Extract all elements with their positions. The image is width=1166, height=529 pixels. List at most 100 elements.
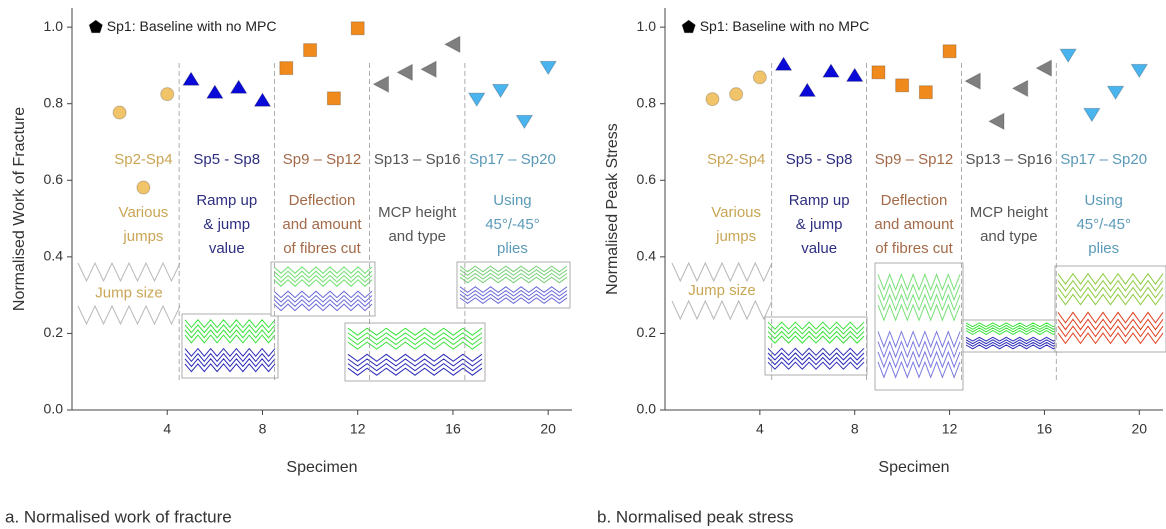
inset-line bbox=[459, 269, 568, 276]
inset-line bbox=[184, 352, 276, 363]
y-axis-label: Normalised Peak Stress bbox=[604, 123, 621, 295]
group-description: Ramp up bbox=[789, 192, 850, 209]
inset-line bbox=[1057, 318, 1164, 331]
inset-line bbox=[767, 321, 865, 330]
y-axis-label: Normalised Work of Fracture bbox=[11, 107, 28, 311]
inset-line bbox=[184, 334, 276, 344]
y-tick-label: 0.4 bbox=[44, 248, 64, 264]
caption: a. Normalised work of fracture bbox=[5, 507, 232, 526]
group-description: Using bbox=[493, 192, 531, 209]
inset-line bbox=[877, 340, 961, 359]
inset-line bbox=[767, 326, 865, 335]
group-description: and type bbox=[388, 228, 446, 245]
x-tick-label: 16 bbox=[1037, 421, 1053, 437]
x-tick-label: 8 bbox=[851, 421, 859, 437]
inset-label: Jump size bbox=[688, 282, 756, 299]
group-description: Various bbox=[711, 204, 761, 221]
inset-line bbox=[767, 330, 865, 340]
inset-line bbox=[1057, 279, 1164, 292]
group-description: MCP height bbox=[378, 204, 457, 221]
inset-line bbox=[965, 324, 1061, 330]
marker bbox=[279, 61, 294, 76]
inset-frame bbox=[874, 262, 964, 391]
inset-line bbox=[965, 339, 1061, 345]
inset-line bbox=[965, 322, 1061, 328]
inset-frame bbox=[1054, 265, 1166, 353]
inset-line bbox=[459, 289, 568, 297]
y-tick-label: 1.0 bbox=[637, 18, 657, 34]
group-description: value bbox=[801, 240, 837, 257]
x-tick-label: 16 bbox=[445, 421, 461, 437]
marker bbox=[491, 83, 510, 99]
inset-line bbox=[1057, 332, 1164, 345]
inset-line bbox=[767, 356, 865, 366]
legend-label: Sp1: Baseline with no MPC bbox=[700, 18, 870, 34]
x-tick-label: 4 bbox=[756, 421, 764, 437]
y-tick-label: 1.0 bbox=[44, 18, 64, 34]
inset-line bbox=[965, 336, 1061, 342]
x-tick-label: 20 bbox=[1131, 421, 1147, 437]
marker bbox=[350, 21, 365, 36]
marker bbox=[705, 92, 720, 107]
inset-line bbox=[767, 361, 865, 370]
y-tick-label: 0.8 bbox=[637, 94, 657, 110]
inset-line bbox=[1057, 272, 1164, 285]
inset-line bbox=[184, 324, 276, 334]
group-description: MCP height bbox=[970, 204, 1049, 221]
group-description: Deflection bbox=[881, 192, 948, 209]
inset-line bbox=[877, 350, 961, 369]
group-label: Sp2-Sp4 bbox=[707, 151, 765, 168]
marker bbox=[326, 91, 341, 106]
group-description: Deflection bbox=[289, 192, 356, 209]
group-description: value bbox=[209, 240, 245, 257]
group-description: Various bbox=[119, 204, 169, 221]
inset-line bbox=[273, 270, 373, 279]
marker bbox=[729, 87, 744, 102]
group-label: Sp13 – Sp16 bbox=[374, 151, 461, 168]
inset-line bbox=[965, 341, 1061, 347]
marker bbox=[303, 43, 318, 58]
marker bbox=[229, 79, 248, 94]
marker bbox=[942, 44, 957, 59]
marker bbox=[798, 82, 817, 97]
inset-line bbox=[273, 303, 373, 312]
group-description: jumps bbox=[715, 228, 756, 245]
inset-line bbox=[273, 299, 373, 307]
marker bbox=[443, 35, 461, 54]
marker bbox=[774, 56, 793, 71]
x-tick-label: 8 bbox=[259, 421, 267, 437]
group-description: plies bbox=[497, 240, 528, 257]
group-description: and amount bbox=[874, 216, 954, 233]
inset-line bbox=[184, 329, 276, 339]
inset-line bbox=[184, 363, 276, 373]
marker bbox=[1106, 85, 1125, 101]
marker bbox=[1130, 63, 1149, 79]
marker bbox=[845, 67, 864, 82]
group-label: Sp9 – Sp12 bbox=[283, 151, 361, 168]
inset-line bbox=[347, 332, 483, 341]
inset-line bbox=[965, 330, 1061, 335]
marker bbox=[871, 65, 886, 80]
inset-line bbox=[877, 330, 961, 349]
inset-line bbox=[347, 367, 483, 376]
group-description: jumps bbox=[122, 228, 163, 245]
inset-line bbox=[459, 293, 568, 301]
chart: Jump size 0.0 0.2 0.4 0.6 0.8 1.0 4 8 12 16 20 Speci… bbox=[597, 8, 1166, 526]
inset-line bbox=[347, 327, 483, 336]
inset-line bbox=[184, 347, 276, 357]
inset-line bbox=[77, 261, 181, 283]
caption: b. Normalised peak stress bbox=[597, 507, 794, 526]
marker bbox=[681, 19, 696, 34]
marker bbox=[822, 63, 840, 78]
inset-line bbox=[877, 283, 961, 302]
marker bbox=[420, 60, 437, 79]
marker bbox=[88, 19, 104, 34]
x-tick-label: 12 bbox=[942, 421, 958, 437]
inset-line bbox=[184, 358, 276, 368]
marker bbox=[182, 71, 200, 86]
y-tick-label: 0.6 bbox=[44, 171, 64, 187]
inset-line bbox=[459, 272, 568, 280]
inset-frame bbox=[764, 316, 868, 376]
inset-line bbox=[671, 261, 773, 283]
